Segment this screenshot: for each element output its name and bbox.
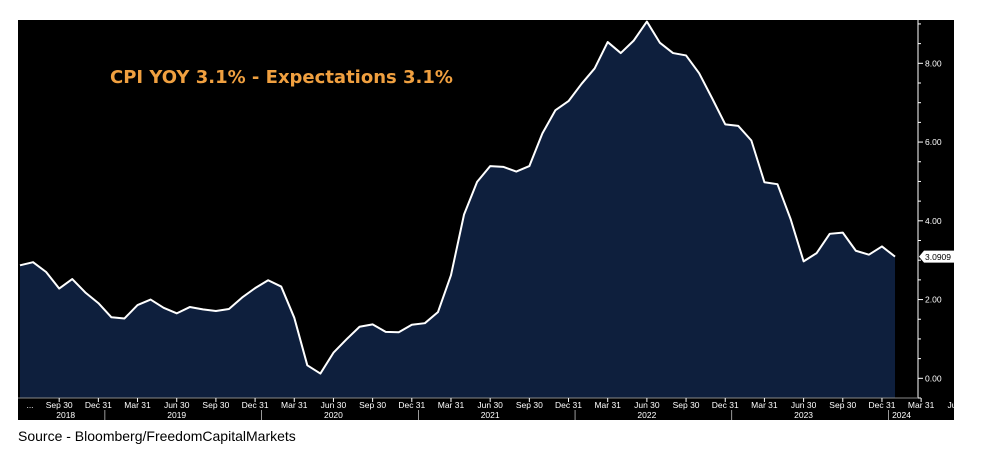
x-tick-label: Dec 31: [555, 400, 582, 410]
last-value-tag: [919, 250, 954, 263]
year-label: 2018: [56, 410, 75, 420]
y-tick-label: 2.00: [925, 295, 942, 305]
x-tick-label: Sep 30: [202, 400, 229, 410]
chart: 0.00 2.00 4.00 6.00 8.00 3.0909... Sep 30 Dec 3…: [18, 20, 954, 420]
year-label: 2021: [481, 410, 500, 420]
x-tick-label: Mar 31: [751, 400, 778, 410]
year-label: 2023: [794, 410, 813, 420]
area-fill: [20, 21, 896, 398]
x-tick-label: Sep 30: [359, 400, 386, 410]
chart-title: CPI YOY 3.1% - Expectations 3.1%: [110, 67, 453, 88]
source-caption: Source - Bloomberg/FreedomCapitalMarkets: [18, 428, 296, 444]
x-tick-label: Jun 30: [948, 400, 954, 410]
x-tick-label: Mar 31: [594, 400, 621, 410]
cpi-line: [19, 20, 896, 375]
x-tick-label: Dec 31: [398, 400, 425, 410]
y-tick-label: 0.00: [925, 373, 942, 383]
x-tick-label: Sep 30: [829, 400, 856, 410]
x-tick-label: Mar 31: [124, 400, 151, 410]
x-tick-label: Dec 31: [85, 400, 112, 410]
chart-svg: 0.00 2.00 4.00 6.00 8.00 3.0909... Sep 30 Dec 3…: [18, 20, 954, 420]
year-label: 2019: [167, 410, 186, 420]
x-tick-label: Mar 31: [438, 400, 465, 410]
y-tick-label: 6.00: [925, 137, 942, 147]
x-tick-label: ...: [26, 400, 33, 410]
year-label: 2024: [892, 410, 911, 420]
x-tick-label: Dec 31: [242, 400, 269, 410]
x-tick-label: Dec 31: [712, 400, 739, 410]
last-value-label: 3.0909: [925, 252, 951, 262]
x-tick-label: Sep 30: [673, 400, 700, 410]
x-tick-label: Sep 30: [46, 400, 73, 410]
year-label: 2020: [324, 410, 343, 420]
x-tick-label: Jun 30: [477, 400, 503, 410]
y-tick-label: 4.00: [925, 216, 942, 226]
x-tick-label: Jun 30: [791, 400, 817, 410]
y-tick-label: 8.00: [925, 58, 942, 68]
x-tick-label: Mar 31: [281, 400, 308, 410]
x-tick-label: Jun 30: [321, 400, 347, 410]
x-tick-label: Jun 30: [164, 400, 190, 410]
x-tick-label: Jun 30: [634, 400, 660, 410]
x-tick-label: Mar 31: [908, 400, 935, 410]
x-tick-label: Sep 30: [516, 400, 543, 410]
x-tick-label: Dec 31: [868, 400, 895, 410]
year-label: 2022: [637, 410, 656, 420]
